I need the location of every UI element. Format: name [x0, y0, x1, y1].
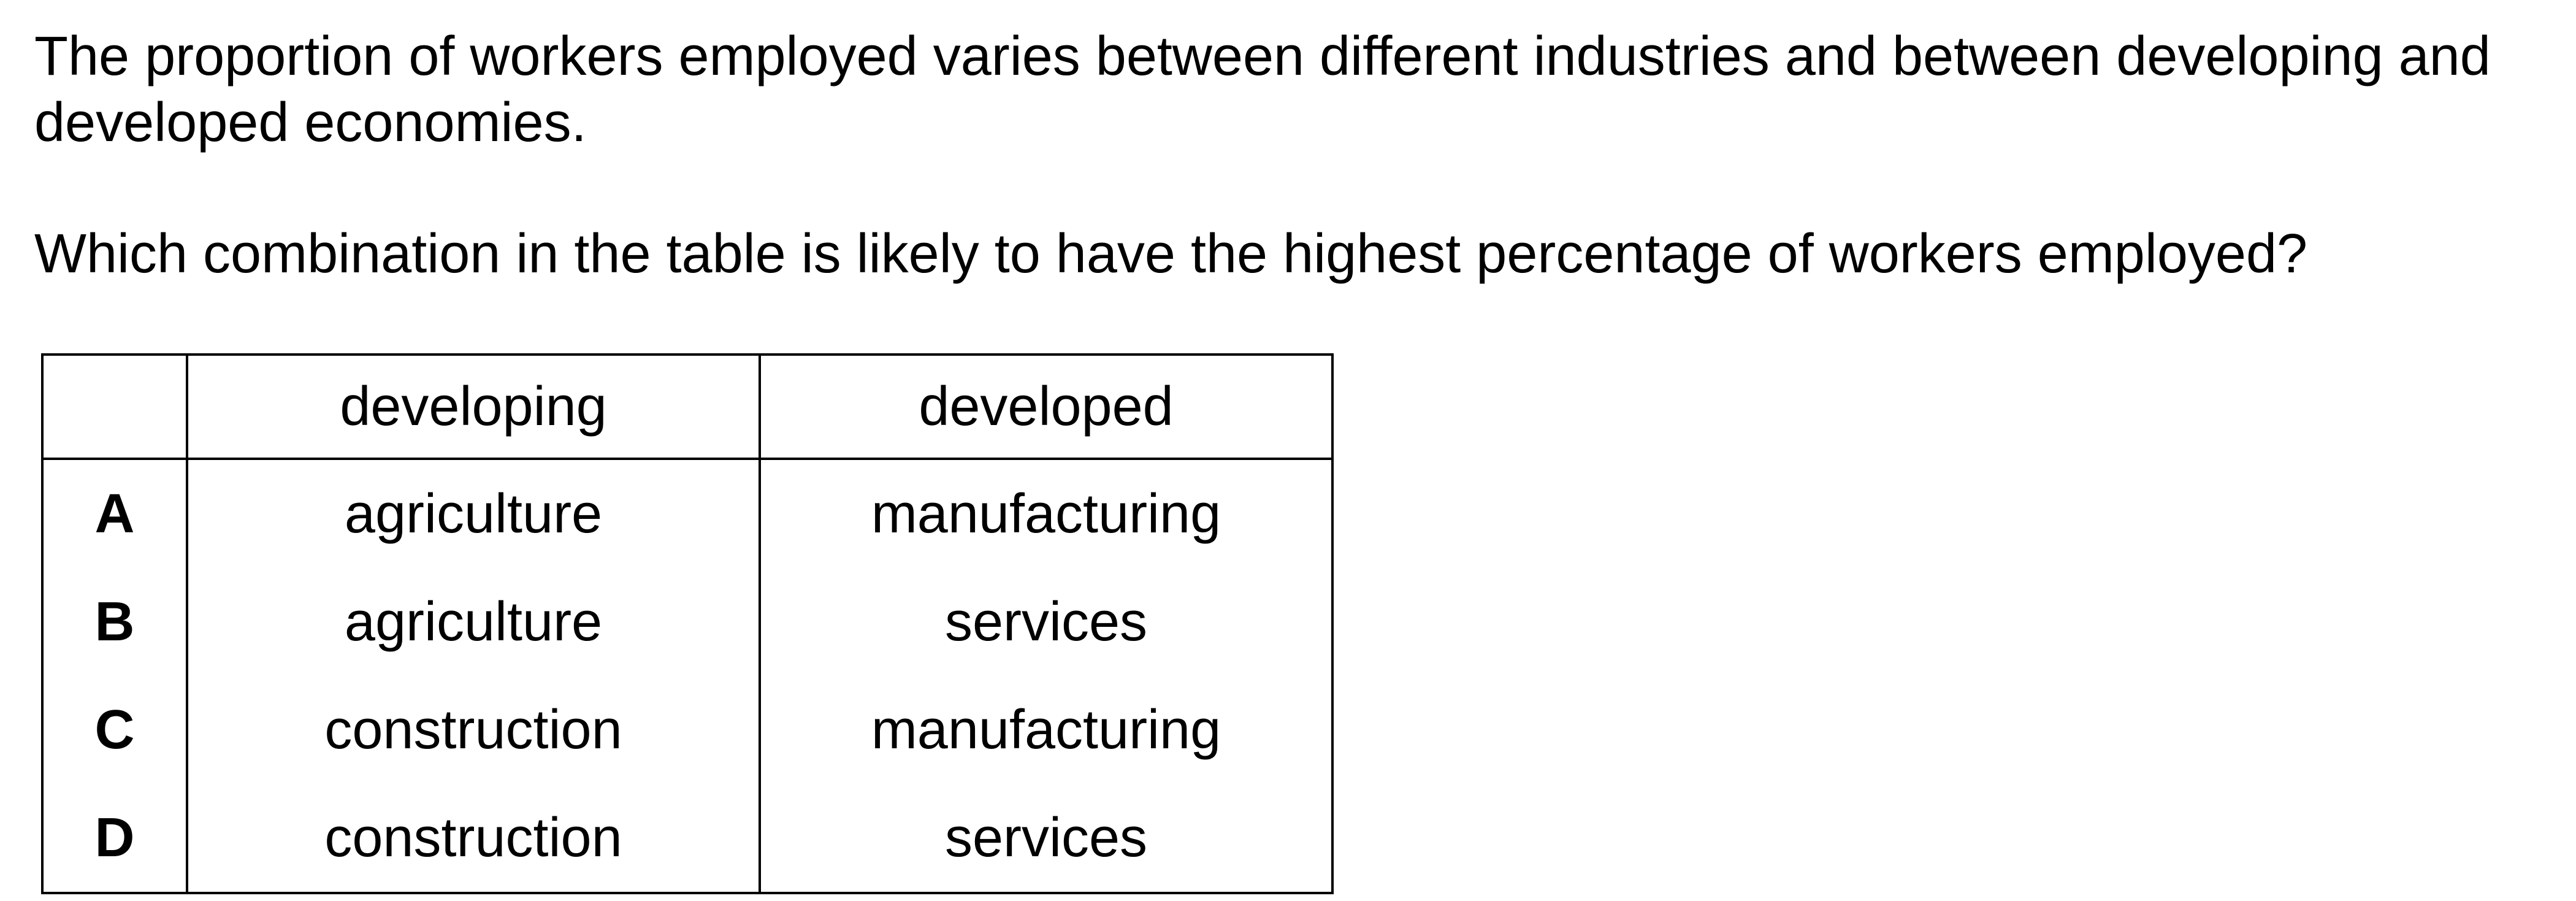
developing-cell: construction: [186, 676, 761, 784]
developed-cell: services: [759, 568, 1334, 676]
option-letter: D: [41, 784, 188, 894]
table-row: B agriculture services: [41, 568, 1334, 676]
header-developed: developed: [759, 353, 1334, 460]
developing-cell: agriculture: [186, 568, 761, 676]
developed-cell: manufacturing: [759, 676, 1334, 784]
table-row: A agriculture manufacturing: [41, 459, 1334, 568]
header-developing: developing: [186, 353, 761, 460]
developed-cell: services: [759, 784, 1334, 894]
developing-cell: agriculture: [186, 459, 761, 568]
header-corner-cell: [41, 353, 188, 460]
options-table: developing developed A agriculture manuf…: [41, 353, 1334, 894]
table-row: C construction manufacturing: [41, 676, 1334, 784]
table-row: D construction services: [41, 784, 1334, 894]
question-text: Which combination in the table is likely…: [34, 223, 2308, 285]
option-letter: B: [41, 568, 188, 676]
option-letter: C: [41, 676, 188, 784]
intro-text: The proportion of workers employed varie…: [34, 26, 2491, 153]
developing-cell: construction: [186, 784, 761, 894]
developed-cell: manufacturing: [759, 459, 1334, 568]
table-header-row: developing developed: [41, 353, 1334, 460]
option-letter: A: [41, 459, 188, 568]
